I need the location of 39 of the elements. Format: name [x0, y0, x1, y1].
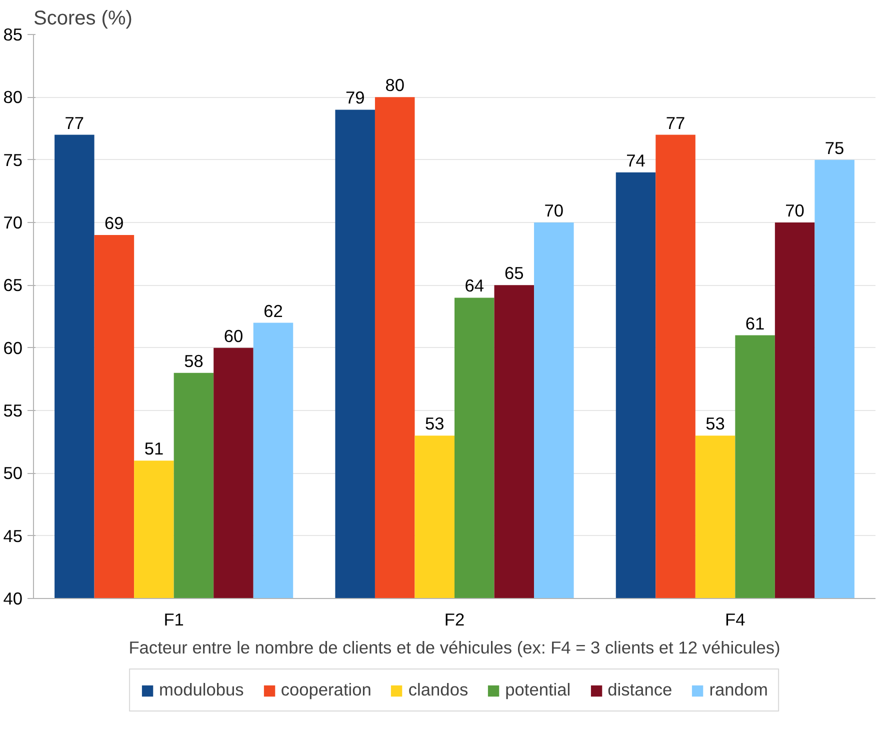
data-label: 60 [224, 326, 244, 346]
legend-label: potential [505, 680, 571, 700]
data-label: 80 [385, 75, 405, 96]
legend-label: clandos [408, 680, 468, 700]
y-axis-title: Scores (%) [34, 8, 132, 30]
legend-label: cooperation [280, 680, 372, 700]
data-label: 61 [745, 313, 765, 334]
y-tick-label: 75 [3, 150, 23, 170]
data-label: 64 [464, 276, 484, 296]
legend-label: random [709, 680, 768, 700]
data-label: 62 [264, 300, 283, 321]
legend-label: distance [608, 680, 672, 700]
data-label: 75 [824, 138, 844, 158]
y-tick-label: 65 [3, 275, 23, 296]
data-label: 77 [64, 112, 84, 133]
y-tick-label: 50 [3, 463, 23, 484]
data-label: 51 [144, 438, 164, 459]
data-label: 53 [424, 414, 444, 434]
x-tick-label: F2 [444, 610, 465, 630]
data-label: 74 [626, 150, 646, 170]
legend-label: modulobus [159, 680, 244, 700]
x-tick-label: F4 [725, 610, 746, 630]
x-axis-title: Facteur entre le nombre de clients et de véhicules (ex: F4 = 3 clients et 12 véhicules) [128, 638, 780, 658]
data-label: 70 [544, 200, 564, 220]
data-label: 79 [345, 88, 365, 108]
data-label: 70 [785, 200, 804, 220]
y-tick-label: 80 [3, 87, 23, 108]
y-tick-label: 70 [3, 212, 23, 232]
data-label: 69 [104, 213, 124, 234]
y-tick-label: 40 [3, 588, 23, 608]
data-label: 77 [666, 112, 686, 133]
data-label: 53 [706, 414, 725, 434]
data-label: 65 [504, 263, 524, 284]
y-tick-label: 55 [3, 400, 23, 420]
y-tick-label: 85 [3, 24, 23, 44]
x-tick-label: F1 [164, 610, 184, 630]
y-tick-label: 60 [3, 338, 23, 358]
data-label: 58 [184, 350, 204, 371]
y-tick-label: 45 [3, 526, 23, 546]
